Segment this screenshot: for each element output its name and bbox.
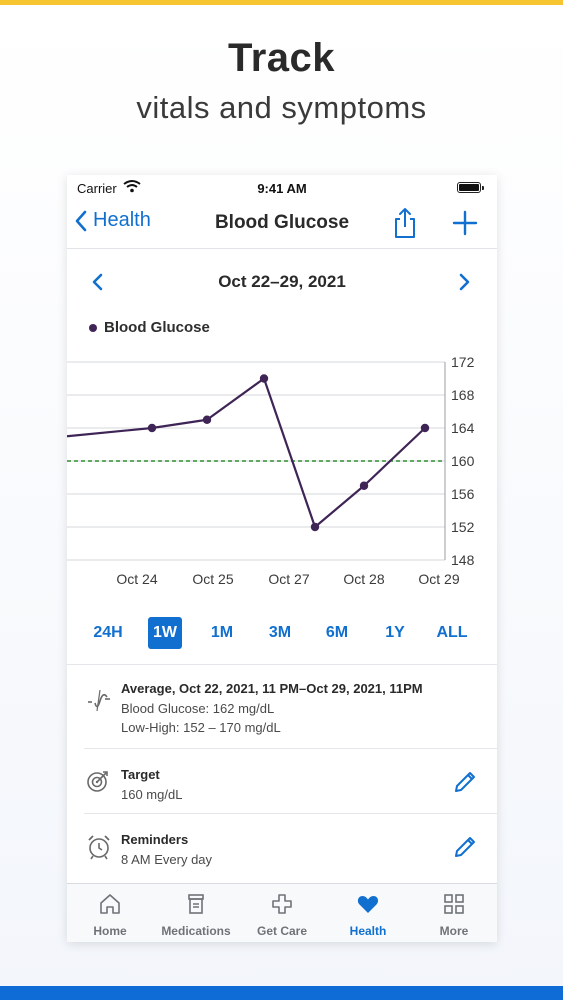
- range-button-1m[interactable]: 1M: [210, 624, 234, 641]
- average-title: Average, Oct 22, 2021, 11 PM–Oct 29, 202…: [121, 681, 423, 696]
- date-range-label: Oct 22–29, 2021: [218, 272, 346, 291]
- blood-glucose-chart: 172 168 164 160 156 152 148 Oct 24 Oct 25 Oct 27 O…: [67, 354, 475, 587]
- divider: [67, 664, 497, 665]
- x-tick-label: Oct 27: [268, 571, 309, 587]
- data-point: [420, 423, 430, 433]
- tab-health[interactable]: Health: [325, 884, 411, 942]
- reminders-row: Reminders 8 AM Every day: [84, 813, 497, 879]
- tab-bar: Home Medications Get Care Health: [67, 883, 497, 942]
- home-icon: [100, 894, 120, 914]
- tab-medications[interactable]: Medications: [153, 884, 239, 942]
- y-tick-label: 148: [451, 552, 475, 568]
- y-tick-label: 156: [451, 486, 475, 502]
- data-point: [359, 481, 369, 490]
- range-button-6m[interactable]: 6M: [325, 624, 349, 641]
- series-line-blood-glucose: [67, 377, 426, 529]
- chevron-left-icon: [75, 210, 87, 231]
- reminders-title: Reminders: [121, 832, 189, 847]
- y-tick-label: 168: [451, 387, 475, 403]
- promo-subtitle: vitals and symptoms: [136, 90, 427, 125]
- range-button-1w[interactable]: 1W: [148, 617, 182, 649]
- target-row: Target 160 mg/dL: [84, 748, 497, 813]
- status-time: 9:41 AM: [257, 181, 307, 196]
- medical-cross-icon: [272, 894, 292, 914]
- next-week-chevron-icon[interactable]: [455, 272, 473, 292]
- legend-dot: [89, 323, 97, 332]
- y-tick-label: 152: [451, 519, 475, 535]
- battery-icon: [457, 182, 484, 193]
- x-tick-label: Oct 25: [192, 571, 233, 587]
- previous-week-chevron-icon[interactable]: [89, 272, 107, 292]
- target-title: Target: [121, 767, 160, 782]
- wifi-icon: [123, 180, 141, 193]
- add-icon[interactable]: [452, 210, 478, 236]
- back-button-label: Health: [93, 209, 151, 231]
- legend-label: Blood Glucose: [104, 319, 210, 336]
- alarm-clock-icon: [88, 835, 110, 860]
- target-icon: [87, 771, 108, 792]
- time-range-selector: 24H 1W 1M 3M 6M 1Y ALL: [67, 615, 497, 651]
- y-tick-label: 172: [451, 354, 475, 370]
- date-range-selector: Oct 22–29, 2021: [67, 263, 497, 303]
- range-button-all[interactable]: ALL: [436, 624, 468, 641]
- edit-target-pencil-icon[interactable]: [452, 769, 478, 795]
- back-button[interactable]: Health: [75, 209, 151, 232]
- average-value: Blood Glucose: 162 mg/dL: [121, 701, 275, 716]
- heart-icon: [357, 896, 379, 913]
- brand-bottom-stripe: [0, 986, 563, 1000]
- range-button-1y[interactable]: 1Y: [385, 624, 405, 641]
- edit-reminders-pencil-icon[interactable]: [452, 834, 478, 860]
- x-tick-label: Oct 24: [116, 571, 157, 587]
- range-button-24h[interactable]: 24H: [93, 624, 123, 641]
- data-point: [147, 423, 157, 433]
- data-point: [202, 415, 212, 424]
- data-point: [310, 522, 320, 532]
- brand-top-stripe: [0, 0, 563, 5]
- average-summary-row: Average, Oct 22, 2021, 11 PM–Oct 29, 202…: [84, 665, 497, 749]
- pill-bottle-icon: [188, 894, 204, 914]
- reminders-value: 8 AM Every day: [121, 852, 213, 867]
- tab-health-label: Health: [349, 924, 387, 938]
- average-trend-icon: [88, 689, 110, 712]
- tab-get-care-label: Get Care: [256, 924, 308, 938]
- tab-more-label: More: [439, 924, 469, 938]
- status-bar: Carrier 9:41 AM: [67, 175, 497, 199]
- tab-medications-label: Medications: [161, 924, 231, 938]
- promo-title: Track: [227, 36, 336, 80]
- y-tick-label: 160: [451, 453, 475, 469]
- tab-home-label: Home: [93, 924, 127, 938]
- tab-get-care[interactable]: Get Care: [239, 884, 325, 942]
- target-value: 160 mg/dL: [121, 787, 183, 802]
- data-point: [259, 374, 269, 383]
- grid-icon: [444, 894, 464, 914]
- share-icon[interactable]: [392, 207, 418, 239]
- low-high-range: Low-High: 152 – 170 mg/dL: [121, 720, 281, 735]
- x-tick-label: Oct 28: [343, 571, 384, 587]
- chart-legend: Blood Glucose: [89, 319, 210, 336]
- tab-more[interactable]: More: [411, 884, 497, 942]
- range-button-3m[interactable]: 3M: [268, 624, 292, 641]
- tab-home[interactable]: Home: [67, 884, 153, 942]
- x-tick-label: Oct 29: [418, 571, 459, 587]
- navigation-bar: Health Blood Glucose: [67, 199, 497, 249]
- carrier-label: Carrier: [77, 181, 117, 196]
- phone-screen: Carrier 9:41 AM Health Blood Glucose: [67, 175, 497, 942]
- y-tick-label: 164: [451, 420, 475, 436]
